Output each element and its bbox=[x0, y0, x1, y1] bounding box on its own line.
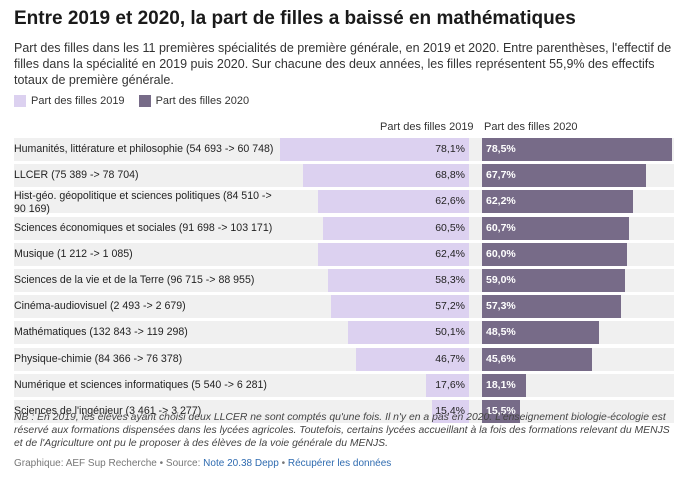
bar-2020 bbox=[482, 295, 621, 319]
footnote: NB : En 2019, les élèves ayant choisi de… bbox=[14, 412, 670, 450]
source-line: Graphique: AEF Sup Recherche • Source: N… bbox=[14, 458, 391, 469]
bar-2020 bbox=[482, 373, 526, 397]
table-row: Sciences économiques et sociales (91 698… bbox=[0, 216, 685, 240]
bar-2019 bbox=[327, 269, 469, 292]
table-row: Sciences de l'ingénieur (3 461 -> 3 277)… bbox=[0, 400, 685, 423]
value-label-2020: 59,0% bbox=[486, 274, 516, 286]
chart-subtitle: Part des filles dans les 11 premières sp… bbox=[14, 41, 672, 87]
table-row: Humanités, littérature et philosophie (5… bbox=[0, 138, 685, 161]
value-label-2020: 67,7% bbox=[486, 169, 516, 182]
value-label-2020: 78,5% bbox=[486, 143, 516, 155]
category-label: Numérique et sciences informatiques (5 5… bbox=[14, 378, 267, 391]
value-label-2020: 45,6% bbox=[486, 352, 516, 365]
value-label-2019: 15,4% bbox=[435, 405, 465, 417]
bar-2019 bbox=[347, 321, 469, 345]
value-label-2020: 62,2% bbox=[486, 195, 516, 208]
bar-2020 bbox=[482, 164, 646, 188]
table-row: Cinéma-audiovisuel (2 493 -> 2 679) 57,2%… bbox=[0, 295, 685, 319]
bar-2020 bbox=[482, 242, 628, 266]
bar-2019 bbox=[431, 400, 469, 423]
bar-2019 bbox=[317, 242, 469, 266]
category-label: Sciences de la vie et de la Terre (96 71… bbox=[14, 274, 255, 286]
table-row: Mathématiques (132 843 -> 119 298) 50,1% 4… bbox=[0, 321, 685, 345]
value-label-2019: 62,4% bbox=[435, 247, 465, 260]
bar-2019 bbox=[330, 295, 469, 319]
chart-title: Entre 2019 et 2020, la part de filles a … bbox=[14, 8, 576, 29]
bar-2020 bbox=[482, 138, 672, 161]
value-label-2019: 60,5% bbox=[435, 221, 465, 234]
table-row: Hist-géo. géopolitique et sciences polit… bbox=[0, 190, 685, 215]
table-row: Numérique et sciences informatiques (5 5… bbox=[0, 373, 685, 397]
value-label-2019: 57,2% bbox=[435, 300, 465, 313]
bar-2019 bbox=[279, 138, 469, 161]
category-label: Physique-chimie (84 366 -> 76 378) bbox=[14, 352, 183, 365]
bar-2020 bbox=[482, 321, 600, 345]
table-row: LLCER (75 389 -> 78 704) 68,8% 67,7% bbox=[0, 164, 685, 188]
value-label-2019: 58,3% bbox=[435, 274, 465, 286]
download-data-link[interactable]: Récupérer les données bbox=[287, 458, 392, 469]
table-row: Sciences de la vie et de la Terre (96 71… bbox=[0, 269, 685, 292]
column-header-2019: Part des filles 2019 bbox=[380, 121, 474, 133]
value-label-2020: 15,5% bbox=[486, 405, 516, 417]
bar-2019 bbox=[302, 164, 469, 188]
category-label: LLCER (75 389 -> 78 704) bbox=[14, 169, 139, 182]
legend-item-2020: Part des filles 2020 bbox=[138, 95, 250, 107]
source-link[interactable]: Note 20.38 Depp bbox=[203, 458, 279, 469]
value-label-2020: 60,0% bbox=[486, 247, 516, 260]
bar-2019 bbox=[317, 190, 469, 214]
category-label: Humanités, littérature et philosophie (5… bbox=[14, 143, 274, 155]
credit-text: Graphique: AEF Sup Recherche • Source: bbox=[14, 458, 204, 469]
bar-2020 bbox=[482, 347, 593, 371]
category-label: Cinéma-audiovisuel (2 493 -> 2 679) bbox=[14, 300, 186, 313]
category-label: Sciences de l'ingénieur (3 461 -> 3 277) bbox=[14, 405, 202, 417]
value-label-2019: 17,6% bbox=[435, 378, 465, 391]
category-label: Sciences économiques et sociales (91 698… bbox=[14, 221, 273, 234]
separator: • bbox=[278, 458, 288, 469]
value-label-2020: 18,1% bbox=[486, 378, 516, 391]
legend: Part des filles 2019 Part des filles 202… bbox=[14, 95, 263, 107]
bar-2020 bbox=[482, 400, 520, 423]
legend-item-2019: Part des filles 2019 bbox=[14, 95, 125, 107]
value-label-2020: 48,5% bbox=[486, 326, 516, 339]
value-label-2019: 46,7% bbox=[435, 352, 465, 365]
table-row: Musique (1 212 -> 1 085) 62,4% 60,0% bbox=[0, 242, 685, 266]
bar-2019 bbox=[355, 347, 469, 371]
bar-2019 bbox=[426, 373, 469, 397]
legend-label-2019: Part des filles 2019 bbox=[31, 95, 125, 107]
value-label-2019: 62,6% bbox=[435, 195, 465, 208]
category-label: Hist-géo. géopolitique et sciences polit… bbox=[14, 190, 272, 215]
legend-swatch-2019 bbox=[14, 95, 26, 107]
table-row: Physique-chimie (84 366 -> 76 378) 46,7% 4… bbox=[0, 347, 685, 371]
category-label: Musique (1 212 -> 1 085) bbox=[14, 247, 133, 260]
value-label-2019: 78,1% bbox=[435, 143, 465, 155]
legend-swatch-2020 bbox=[138, 95, 151, 107]
bar-2020 bbox=[482, 269, 625, 292]
value-label-2020: 57,3% bbox=[486, 300, 516, 313]
column-header-2020: Part des filles 2020 bbox=[484, 121, 578, 133]
category-label: Mathématiques (132 843 -> 119 298) bbox=[14, 326, 188, 339]
legend-label-2020: Part des filles 2020 bbox=[155, 95, 250, 107]
value-label-2019: 50,1% bbox=[435, 326, 465, 339]
value-label-2020: 60,7% bbox=[486, 221, 516, 234]
bar-2020 bbox=[482, 190, 633, 214]
bar-2019 bbox=[322, 216, 469, 240]
bar-2020 bbox=[482, 216, 629, 240]
value-label-2019: 68,8% bbox=[435, 169, 465, 182]
